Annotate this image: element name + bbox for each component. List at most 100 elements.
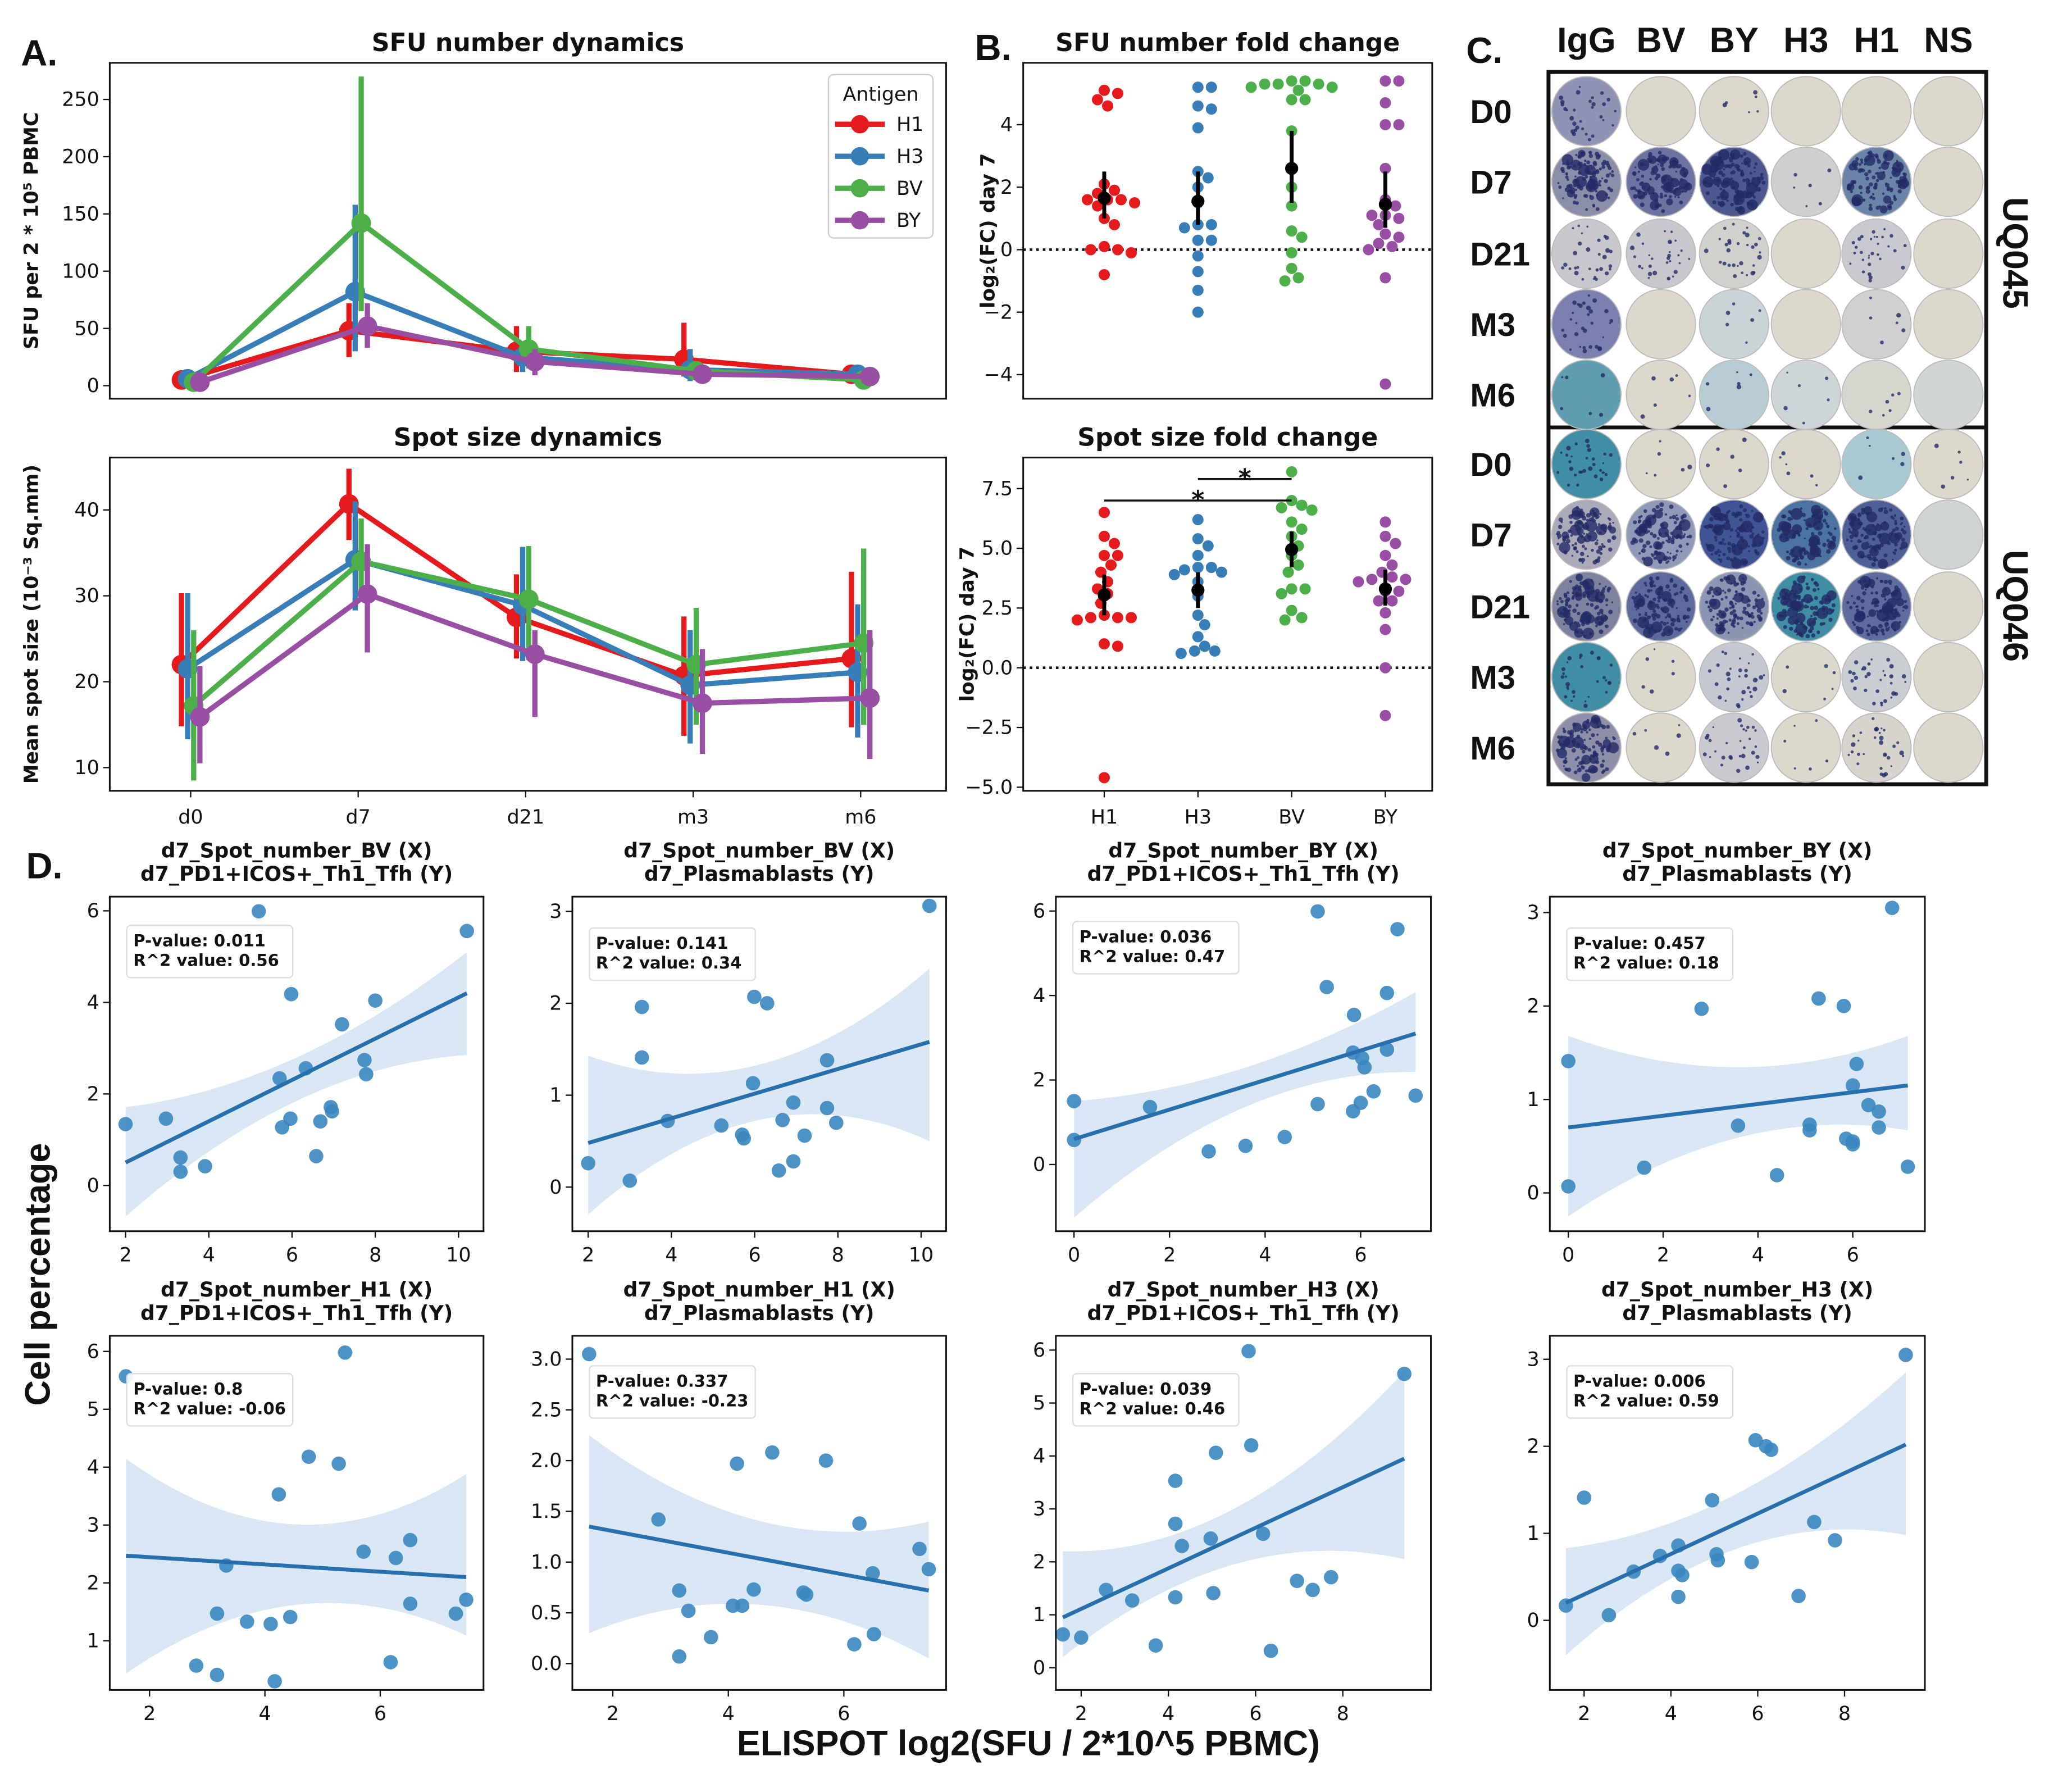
spot bbox=[1607, 526, 1612, 531]
stats-text: R^2 value: 0.18 bbox=[1573, 953, 1719, 972]
spot bbox=[1663, 622, 1667, 626]
spot bbox=[1565, 535, 1570, 539]
panel-d-scatter-4: d7_Spot_number_BY (X)d7_Plasmablasts (Y)… bbox=[1527, 839, 1926, 1266]
spot bbox=[1864, 535, 1869, 539]
spot bbox=[1804, 563, 1807, 566]
well bbox=[1551, 289, 1622, 360]
spot bbox=[1738, 657, 1741, 660]
spot bbox=[1882, 670, 1884, 672]
well bbox=[1551, 146, 1622, 217]
spot bbox=[1904, 599, 1907, 603]
spot bbox=[1725, 574, 1736, 585]
spot bbox=[1703, 180, 1708, 185]
spot bbox=[1785, 463, 1788, 466]
spot bbox=[1581, 152, 1584, 155]
data-point bbox=[1142, 1099, 1158, 1115]
data-point bbox=[1192, 122, 1204, 134]
spot bbox=[1864, 555, 1866, 558]
well bbox=[1699, 642, 1769, 712]
data-point bbox=[1637, 1160, 1652, 1175]
spot bbox=[1783, 625, 1787, 629]
spot bbox=[1887, 542, 1891, 545]
spot bbox=[1560, 599, 1564, 604]
spot bbox=[1611, 535, 1617, 540]
data-point bbox=[1363, 244, 1374, 256]
spot bbox=[1810, 606, 1814, 611]
spot bbox=[1678, 179, 1688, 189]
spot bbox=[1650, 200, 1660, 211]
y-tick-label: 6 bbox=[1033, 900, 1045, 922]
spot bbox=[1869, 203, 1873, 207]
spot bbox=[1604, 615, 1609, 620]
spot bbox=[1612, 521, 1614, 524]
legend-marker bbox=[850, 179, 869, 198]
group-bv bbox=[1276, 466, 1318, 626]
spot bbox=[1602, 676, 1606, 680]
data-point bbox=[1279, 275, 1291, 287]
spot bbox=[1673, 521, 1677, 525]
spot bbox=[1657, 551, 1661, 556]
well bbox=[1699, 571, 1769, 642]
data-point bbox=[1168, 568, 1180, 580]
spot bbox=[1661, 591, 1672, 602]
spot bbox=[1891, 457, 1895, 460]
spot bbox=[1784, 611, 1787, 614]
spot bbox=[1823, 697, 1826, 701]
spot bbox=[1728, 618, 1732, 622]
well bbox=[1699, 499, 1769, 570]
spot bbox=[1564, 187, 1569, 192]
spot bbox=[1900, 528, 1904, 532]
spot bbox=[1813, 517, 1816, 521]
spot bbox=[1636, 178, 1640, 181]
data-point bbox=[1192, 562, 1204, 574]
data-point bbox=[1296, 499, 1308, 511]
spot bbox=[1804, 550, 1809, 555]
spot bbox=[1793, 725, 1796, 727]
data-point bbox=[1178, 222, 1190, 234]
data-point bbox=[325, 1104, 339, 1119]
spot bbox=[1572, 192, 1574, 194]
spot bbox=[1894, 692, 1898, 696]
spot bbox=[1704, 525, 1707, 529]
spot bbox=[1895, 321, 1898, 325]
spot bbox=[1786, 665, 1790, 669]
spot bbox=[1560, 675, 1564, 679]
spot bbox=[1777, 597, 1781, 600]
spot bbox=[1784, 536, 1787, 539]
spot bbox=[1851, 621, 1855, 624]
spot bbox=[1751, 751, 1755, 755]
legend-marker bbox=[850, 115, 869, 134]
data-point bbox=[1192, 266, 1204, 278]
spot bbox=[1872, 230, 1875, 234]
spot bbox=[1756, 176, 1760, 180]
data-point bbox=[1386, 240, 1398, 252]
spot bbox=[1760, 172, 1764, 176]
spot bbox=[1681, 467, 1685, 472]
spot bbox=[1827, 168, 1832, 172]
spot bbox=[1706, 463, 1710, 467]
y-tick-label: 2 bbox=[1000, 176, 1013, 199]
data-point bbox=[693, 364, 712, 384]
data-point bbox=[1108, 219, 1120, 230]
data-point bbox=[1379, 228, 1391, 240]
spot bbox=[1563, 334, 1567, 338]
spot bbox=[1560, 99, 1565, 104]
spot bbox=[1590, 603, 1594, 607]
spot bbox=[1746, 525, 1749, 527]
spot bbox=[1860, 534, 1864, 537]
spot bbox=[1717, 558, 1720, 561]
data-point bbox=[1408, 1088, 1423, 1103]
spot bbox=[1609, 267, 1611, 271]
spot bbox=[1582, 627, 1595, 639]
data-point bbox=[1098, 269, 1110, 280]
spot bbox=[1897, 189, 1902, 194]
spot bbox=[1827, 531, 1831, 535]
data-point bbox=[912, 1541, 927, 1557]
spot bbox=[1788, 525, 1792, 529]
spot bbox=[1589, 175, 1592, 179]
spot bbox=[1670, 622, 1675, 627]
spot bbox=[1745, 513, 1750, 519]
